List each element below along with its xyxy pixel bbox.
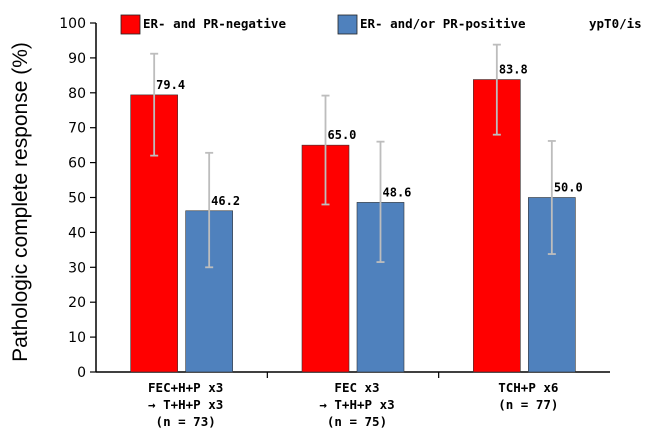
category-label: (n = 77) bbox=[498, 397, 558, 412]
y-tick-label: 80 bbox=[68, 86, 86, 102]
legend-swatch bbox=[120, 14, 141, 35]
data-label: 65.0 bbox=[328, 128, 357, 142]
category-label: (n = 73) bbox=[156, 414, 216, 429]
chart-bars bbox=[130, 79, 576, 373]
legend-label: ER- and/or PR-positive bbox=[360, 16, 526, 31]
category-label: → T+H+P x3 bbox=[319, 397, 394, 412]
chart-data-labels: 79.4 46.2 65.0 48.6 83.8 50.0 bbox=[156, 63, 583, 208]
category-label: TCH+P x6 bbox=[498, 380, 558, 395]
chart-axes: 0 10 20 30 40 50 60 70 80 90 100 bbox=[59, 16, 610, 381]
y-tick-label: 50 bbox=[68, 191, 86, 207]
category-label: → T+H+P x3 bbox=[148, 397, 223, 412]
legend-label: ER- and PR-negative bbox=[143, 16, 286, 31]
y-tick-label: 30 bbox=[68, 260, 86, 276]
category-label: FEC x3 bbox=[334, 380, 379, 395]
y-tick-label: 60 bbox=[68, 156, 86, 172]
legend-swatch bbox=[337, 14, 358, 35]
y-tick-label: 70 bbox=[68, 121, 86, 137]
y-tick-label: 100 bbox=[59, 16, 86, 32]
category-label: FEC+H+P x3 bbox=[148, 380, 223, 395]
chart-error-bars bbox=[150, 43, 556, 269]
y-tick-label: 40 bbox=[68, 225, 86, 241]
chart-category-labels: FEC+H+P x3 → T+H+P x3 (n = 73) FEC x3 → T+H+… bbox=[148, 380, 558, 429]
category-label: (n = 75) bbox=[327, 414, 387, 429]
data-label: 50.0 bbox=[554, 181, 583, 195]
data-label: 46.2 bbox=[211, 194, 240, 208]
y-tick-label: 0 bbox=[77, 365, 86, 381]
y-tick-label: 20 bbox=[68, 295, 86, 311]
y-tick-label: 90 bbox=[68, 51, 86, 67]
data-label: 83.8 bbox=[499, 63, 528, 77]
chart-legend: ER- and PR-negative ER- and/or PR-positiv… bbox=[120, 14, 526, 35]
y-tick-label: 10 bbox=[68, 330, 86, 346]
data-label: 48.6 bbox=[383, 185, 412, 199]
ypt0-note: ypT0/is bbox=[589, 16, 642, 31]
y-axis-label: Pathologic complete response (%) bbox=[9, 42, 32, 362]
data-label: 79.4 bbox=[156, 78, 185, 92]
